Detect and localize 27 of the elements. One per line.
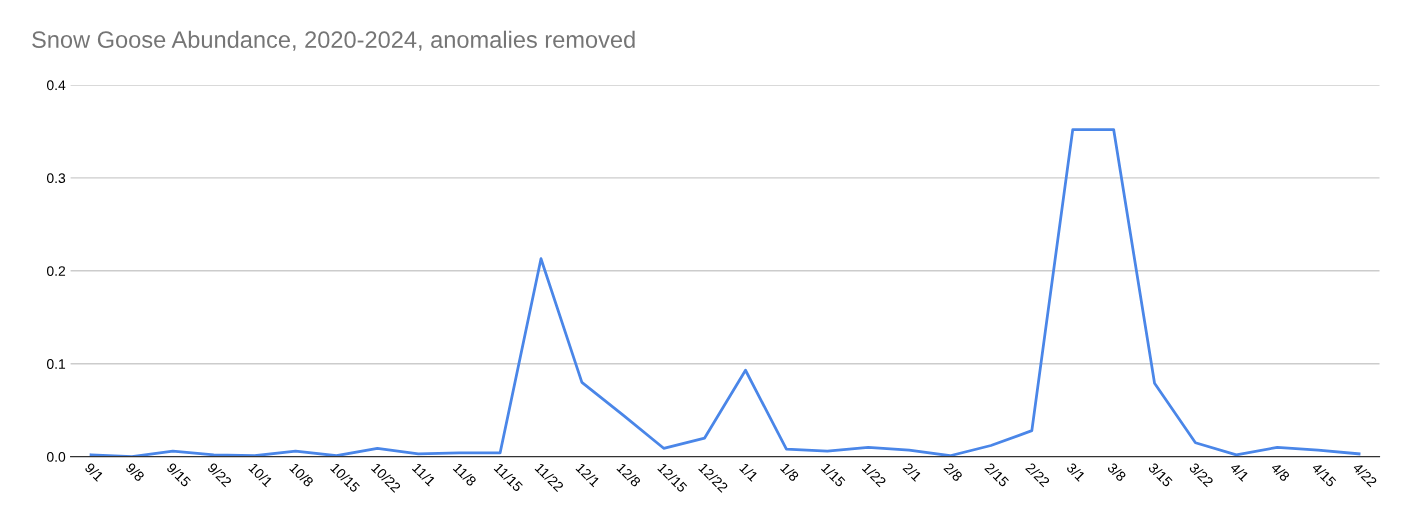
y-tick-label: 0.0 bbox=[46, 451, 66, 462]
x-tick-label: 4/8 bbox=[1270, 461, 1291, 482]
x-tick-label: 4/22 bbox=[1352, 461, 1378, 488]
x-tick-label: 1/15 bbox=[820, 462, 847, 488]
x-tick-label: 1/22 bbox=[861, 462, 887, 488]
x-tick-label: 9/8 bbox=[125, 461, 146, 482]
x-tick-label: 1/8 bbox=[779, 462, 800, 482]
x-tick-label: 11/1 bbox=[411, 462, 437, 487]
x-tick-label: 4/15 bbox=[1311, 461, 1337, 488]
y-tick-label: 0.2 bbox=[46, 266, 66, 276]
line-series bbox=[89, 128, 1361, 457]
x-tick-label: 11/8 bbox=[452, 462, 478, 487]
x-tick-label: 9/1 bbox=[84, 461, 105, 482]
x-tick-label: 4/1 bbox=[1229, 461, 1250, 482]
x-tick-label: 12/8 bbox=[616, 462, 642, 488]
chart-title: Snow Goose Abundance, 2020-2024, anomalies removed bbox=[32, 30, 635, 51]
x-tick-label: 10/8 bbox=[289, 462, 315, 488]
y-tick-label: 0.4 bbox=[46, 80, 66, 91]
y-tick-label: 0.1 bbox=[46, 359, 66, 369]
x-tick-label: 2/1 bbox=[902, 462, 923, 482]
x-tick-label: 3/8 bbox=[1106, 461, 1127, 482]
x-tick-label: 2/8 bbox=[943, 462, 964, 482]
x-tick-label: 3/1 bbox=[1065, 461, 1086, 482]
y-tick-label: 0.3 bbox=[46, 173, 66, 184]
x-tick-label: 12/1 bbox=[575, 462, 601, 488]
x-tick-label: 1/1 bbox=[739, 462, 759, 482]
x-tick-label: 10/1 bbox=[248, 462, 274, 488]
